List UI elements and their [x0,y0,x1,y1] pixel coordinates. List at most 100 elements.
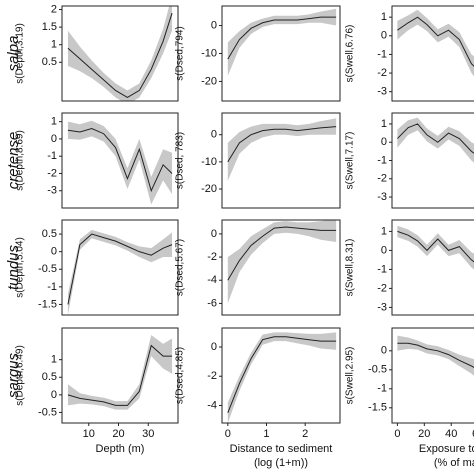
x-tick-label: 40 [445,428,457,440]
x-tick-label: 30 [142,428,154,440]
y-axis-label: s(Dsed,794) [175,26,186,80]
y-tick-label: 0 [51,133,57,145]
y-tick-label: -10 [201,47,217,59]
y-tick-label: -4 [207,399,217,411]
smooth-line [227,16,337,60]
y-tick-label: -0.5 [38,263,57,275]
row-label: tundus [5,244,22,290]
y-tick-label: 0.5 [42,371,57,383]
y-tick-label: -6 [207,297,217,309]
y-tick-label: -20 [201,75,217,87]
x-axis-label: Depth (m) [96,443,145,455]
y-axis-label: s(Depth,8.69) [15,130,26,191]
y-axis-label: s(Depth,6.49) [15,345,26,406]
row-label: sargus [5,352,22,398]
y-tick-label: 1 [51,39,57,51]
y-tick-label: -1 [377,263,387,275]
x-tick-label: 60 [472,428,474,440]
confidence-band [397,117,474,163]
y-axis-label: s(Swell,6.76) [345,25,356,83]
y-tick-label: -4 [207,274,217,286]
y-tick-label: 0 [211,129,217,141]
y-tick-label: -1 [377,383,387,395]
y-tick-label: 0 [211,341,217,353]
y-axis-label: s(Dsed,5.67) [175,239,186,296]
plot-frame [221,219,341,316]
confidence-band [397,335,474,376]
y-tick-label: -2 [207,370,217,382]
y-axis-label: s(Dsed, 783) [175,132,186,189]
y-tick-label: -3 [377,301,387,313]
y-tick-label: -2 [377,67,387,79]
plot-frame [221,327,341,424]
y-axis-label: s(Depth,5.04) [15,237,26,298]
y-tick-label: 0.5 [42,56,57,68]
y-tick-label: 2 [51,3,57,15]
smooth-line [397,16,474,67]
plot-frame [61,327,179,424]
y-tick-label: -2 [207,251,217,263]
confidence-band [227,332,337,423]
smooth-line [227,126,337,163]
x-axis-label: (log (1+m)) [254,457,308,469]
x-tick-label: 0 [225,428,231,440]
confidence-band [67,6,173,101]
x-axis-label: (% of max.) [434,457,474,469]
x-tick-label: 10 [83,428,95,440]
y-tick-label: -3 [47,185,57,197]
y-tick-label: 0 [381,136,387,148]
confidence-band [397,225,474,270]
smooth-line [397,123,474,154]
confidence-band [227,220,337,304]
plot-frame [221,112,341,209]
y-tick-label: -20 [201,183,217,195]
y-tick-label: 0.5 [42,228,57,240]
y-tick-label: 0 [51,246,57,258]
x-tick-label: 20 [112,428,124,440]
y-tick-label: -1.5 [38,298,57,310]
y-tick-label: -0.5 [368,364,387,376]
x-tick-label: 1 [263,428,269,440]
smooth-line [67,12,173,99]
y-tick-label: -2 [377,173,387,185]
row-label: cretense [5,132,22,190]
confidence-band [397,9,474,77]
x-tick-label: 20 [418,428,430,440]
x-axis-label: Exposure to swell [419,443,474,455]
plot-frame [61,219,179,316]
y-axis-label: s(Depth,3.19) [15,23,26,84]
y-tick-label: -2 [47,167,57,179]
y-tick-label: -2 [377,282,387,294]
y-tick-label: -0.5 [38,406,57,418]
plot-frame [391,327,474,424]
smooth-line [67,344,173,406]
y-tick-label: -1 [377,154,387,166]
y-axis-label: s(Dsed,4.85) [175,347,186,404]
x-tick-label: 0 [394,428,400,440]
y-tick-label: 1 [381,225,387,237]
confidence-band [67,120,173,205]
y-axis-label: s(Swell,7.17) [345,132,356,190]
y-tick-label: 0 [51,389,57,401]
y-tick-label: -1 [377,48,387,60]
y-tick-label: -1 [47,150,57,162]
plot-frame [61,5,179,102]
x-axis-label: Distance to sediment [230,443,333,455]
y-tick-label: 0 [211,228,217,240]
plot-frame [61,112,179,209]
smooth-line [397,342,474,369]
y-tick-label: 1 [381,11,387,23]
y-tick-label: -1 [47,281,57,293]
confidence-band [227,118,337,181]
y-tick-label: 0 [381,30,387,42]
plot-frame [391,219,474,316]
plot-frame [391,5,474,102]
smooth-line [227,226,337,281]
y-tick-label: -3 [377,86,387,98]
y-axis-label: s(Swell,2.95) [345,347,356,405]
smooth-line [227,336,337,413]
confidence-band [227,8,337,76]
y-tick-label: 0 [381,244,387,256]
y-axis-label: s(Swell,8.31) [345,239,356,297]
